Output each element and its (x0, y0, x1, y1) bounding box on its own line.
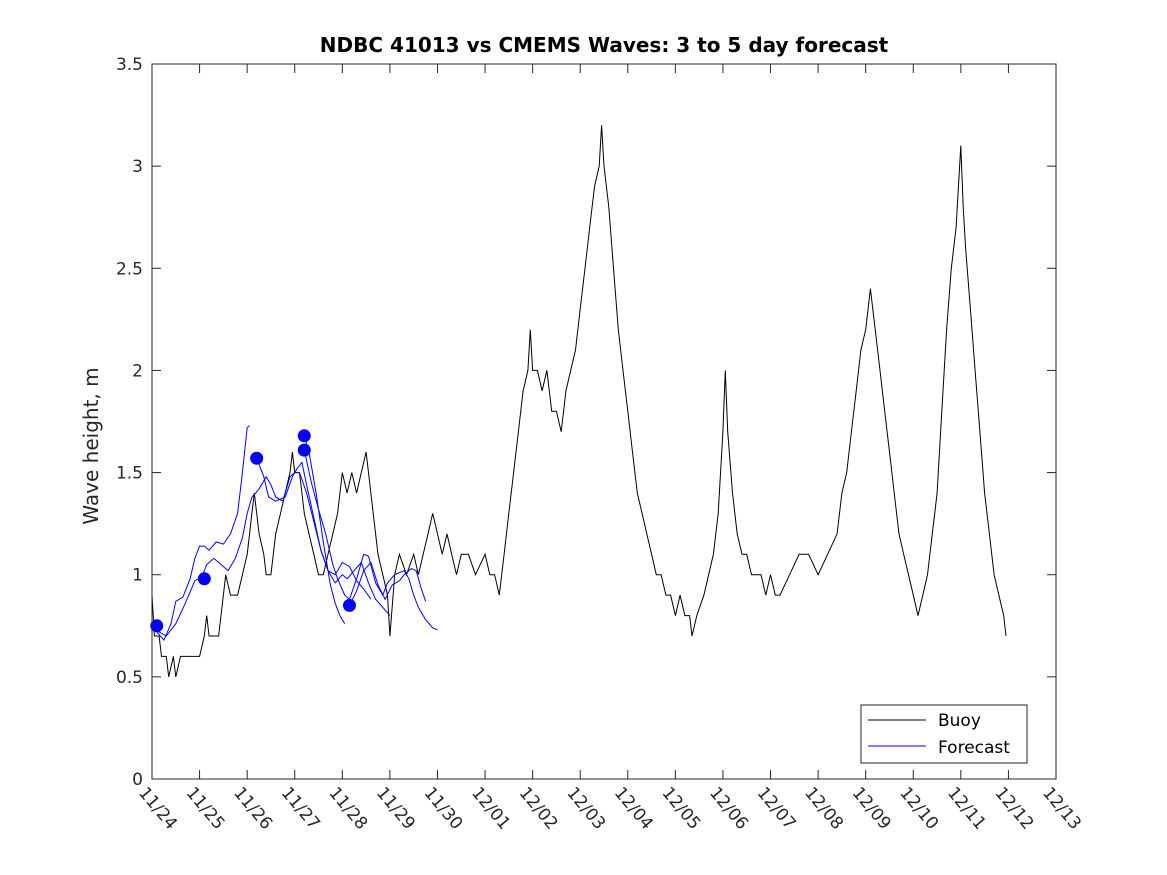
forecast-series-line (349, 561, 427, 606)
forecast-marker (297, 443, 311, 457)
forecast-marker (197, 572, 211, 586)
forecast-series-line (303, 435, 346, 624)
y-tick-label: 2.5 (116, 259, 143, 279)
legend-box (860, 704, 1028, 764)
legend-buoy-label: Buoy (938, 711, 981, 731)
legend: Buoy Forecast (860, 704, 1028, 764)
forecast-series-line (151, 425, 250, 642)
forecast-marker (297, 429, 311, 443)
forecast-series-line (303, 449, 438, 631)
forecast-marker (150, 619, 164, 633)
buoy-series-line (151, 125, 1007, 678)
forecast-series-line (256, 458, 372, 600)
forecast-marker (342, 598, 356, 612)
plot-frame (151, 63, 1057, 780)
y-tick-label: 0.5 (116, 668, 143, 688)
y-tick-label: 0 (132, 770, 143, 790)
y-tick-label: 1.5 (116, 464, 143, 484)
forecast-marker (250, 451, 264, 465)
y-tick-label: 3 (132, 157, 143, 177)
chart-title: NDBC 41013 vs CMEMS Waves: 3 to 5 day fo… (320, 33, 889, 57)
y-tick-label: 1 (132, 566, 143, 586)
legend-forecast-label: Forecast (938, 738, 1010, 758)
y-tick-label: 2 (132, 361, 143, 381)
y-tick-label: 3.5 (116, 55, 143, 75)
y-axis-label: Wave height, m (79, 367, 103, 524)
plot-area (150, 125, 1007, 678)
